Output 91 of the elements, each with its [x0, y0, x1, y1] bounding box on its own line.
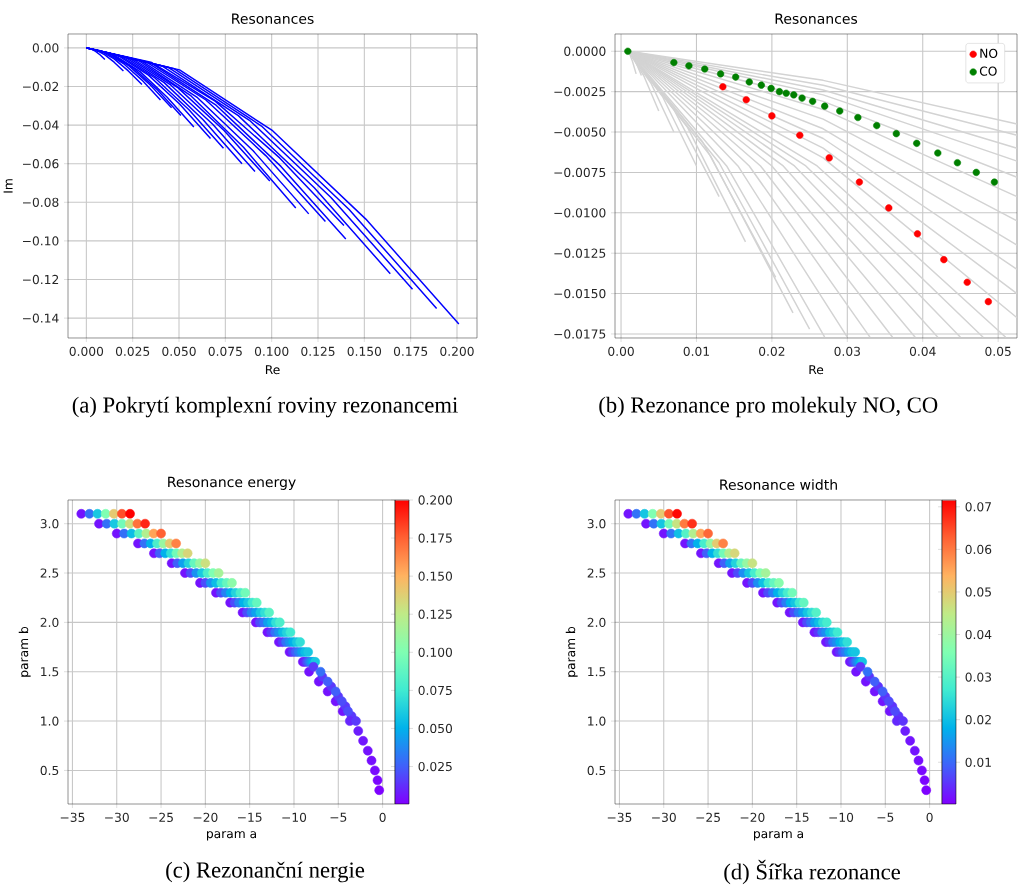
- x-tick-label: −10: [829, 812, 854, 822]
- color-bar-label: 0.04: [965, 629, 992, 640]
- x-tick-label: −5: [330, 812, 347, 822]
- color-bar-label: 0.050: [418, 723, 452, 734]
- x-tick-label: 0.05: [985, 346, 1011, 356]
- y-axis-title: param b: [18, 626, 31, 677]
- y-tick-label: 2.0: [587, 617, 606, 628]
- x-tick-label: −25: [149, 812, 173, 822]
- x-tick-label: −35: [60, 812, 85, 822]
- y-axis-title: param b: [565, 626, 578, 677]
- x-tick-label: 0: [926, 812, 933, 822]
- x-tick-label: 0.04: [909, 346, 936, 356]
- y-tick-label: −0.0175: [554, 329, 606, 339]
- x-tick-label: −15: [238, 812, 262, 822]
- chart-title: Resonances: [775, 13, 858, 24]
- y-tick-label: −0.0025: [554, 87, 606, 97]
- y-tick-label: −0.10: [23, 236, 59, 246]
- x-tick-label: 0.00: [608, 346, 634, 356]
- y-tick-label: 1.0: [588, 716, 606, 726]
- color-bar-label: 0.03: [965, 672, 992, 682]
- y-tick-label: 1.0: [41, 716, 59, 726]
- color-bar-label: 0.200: [418, 495, 452, 505]
- x-tick-label: 0.150: [347, 346, 382, 356]
- x-tick-label: −35: [607, 812, 632, 822]
- x-tick-label: −10: [282, 812, 307, 822]
- y-tick-label: 0.0000: [564, 46, 606, 56]
- x-tick-label: −15: [785, 812, 809, 822]
- x-tick-label: −20: [740, 812, 765, 822]
- y-tick-label: −0.08: [23, 197, 59, 207]
- x-tick-label: −25: [696, 812, 720, 822]
- y-tick-label: 3.0: [40, 519, 59, 529]
- x-tick-label: 0.000: [69, 346, 104, 356]
- x-tick-label: −30: [652, 812, 676, 822]
- x-tick-label: −20: [193, 812, 218, 822]
- text: (b) Rezonance pro molekuly NO, CO: [599, 396, 938, 418]
- x-tick-label: −5: [877, 812, 894, 822]
- x-axis-title: Re: [265, 365, 280, 375]
- y-tick-label: −0.04: [23, 120, 59, 130]
- color-bar-label: 0.06: [965, 544, 992, 555]
- y-tick-label: 3.0: [587, 519, 606, 529]
- x-axis-title: param a: [754, 831, 803, 841]
- x-tick-label: 0: [379, 812, 386, 822]
- legend-label: CO: [979, 66, 997, 76]
- color-bar-label: 0.150: [418, 571, 452, 581]
- y-tick-label: 2.0: [40, 617, 59, 628]
- y-tick-label: 2.5: [587, 568, 606, 578]
- x-tick-label: 0.200: [440, 346, 474, 356]
- x-tick-label: 0.125: [301, 346, 335, 356]
- x-tick-label: 0.025: [115, 346, 150, 356]
- y-tick-label: −0.0150: [554, 288, 606, 299]
- color-bar-label: 0.100: [418, 647, 452, 657]
- x-tick-label: 0.075: [208, 346, 242, 356]
- color-bar-label: 0.05: [965, 587, 991, 597]
- color-bar-label: 0.125: [418, 609, 452, 619]
- y-tick-label: 1.5: [588, 667, 606, 677]
- legend-label: NO: [980, 48, 998, 58]
- y-tick-label: −0.06: [23, 159, 59, 169]
- y-tick-label: 1.5: [41, 667, 59, 677]
- color-bar-label: 0.02: [965, 715, 991, 725]
- color-bar-label: 0.075: [418, 685, 452, 696]
- y-tick-label: 0.5: [587, 765, 606, 776]
- y-tick-label: 2.5: [40, 568, 59, 578]
- text: (c) Rezonanční nergie: [166, 861, 365, 883]
- x-tick-label: 0.050: [162, 346, 196, 356]
- chart-title: Resonances: [232, 13, 314, 24]
- y-tick-label: −0.0125: [554, 248, 606, 258]
- color-bar-label: 0.175: [418, 533, 452, 543]
- y-tick-label: 0.00: [32, 43, 59, 53]
- y-tick-label: −0.0075: [554, 167, 606, 178]
- y-tick-label: −0.0100: [554, 208, 606, 218]
- y-tick-label: 0.5: [40, 765, 59, 776]
- y-axis-title: Im: [3, 179, 13, 193]
- chart-title: Resonance width: [720, 479, 837, 490]
- x-tick-label: 0.100: [254, 346, 289, 356]
- text: (a) Pokrytí komplexní roviny rezonancemi: [72, 396, 458, 418]
- x-tick-label: 0.01: [683, 346, 709, 356]
- x-tick-label: 0.03: [834, 346, 860, 356]
- y-tick-label: −0.02: [23, 81, 59, 92]
- x-tick-label: −30: [105, 812, 129, 822]
- text: (d) Šířka rezonance: [724, 859, 900, 885]
- y-tick-label: −0.12: [23, 274, 59, 285]
- chart-title: Resonance energy: [168, 476, 296, 490]
- color-bar-label: 0.07: [965, 502, 991, 512]
- color-bar-label: 0.025: [418, 761, 452, 772]
- x-tick-label: 0.175: [393, 346, 428, 356]
- y-tick-label: −0.14: [23, 313, 59, 323]
- x-axis-title: param a: [207, 831, 256, 841]
- x-axis-title: Re: [809, 365, 824, 375]
- x-tick-label: 0.02: [759, 346, 785, 356]
- color-bar-label: 0.01: [965, 757, 991, 767]
- y-tick-label: −0.0050: [554, 127, 606, 137]
